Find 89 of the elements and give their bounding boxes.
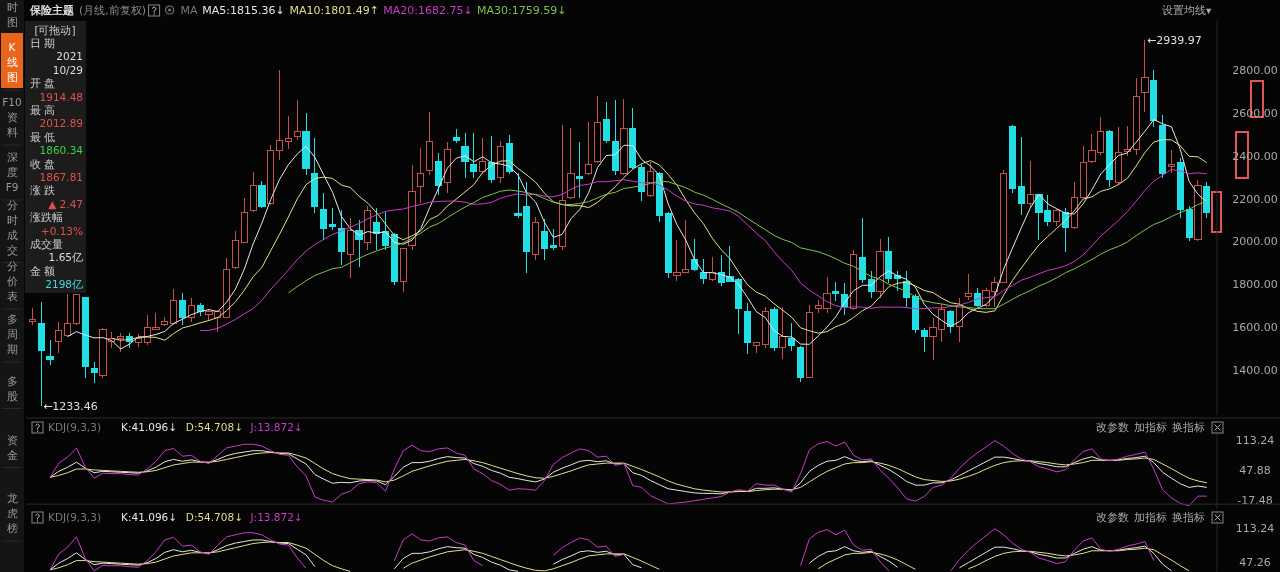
text: 分时成交 [6,198,18,256]
candlestick [567,127,575,200]
text: K:41.096↓ [121,511,178,523]
text: K:41.096↓ [121,421,178,433]
text: [可拖动] [34,24,76,36]
annotation: 收 盘 [30,157,56,170]
chart-title: 保险主题 [29,4,74,17]
y-tick-label: 2000.00 [1232,235,1278,249]
y-tick-label: 1800.00 [1232,278,1278,292]
annotation: 最 低 [30,130,56,143]
y-tick-label: 113.24 [1235,521,1275,535]
candlestick [311,137,319,214]
text: D:54.708↓ [185,421,243,433]
candlestick [611,99,619,176]
y-tick-label: 2200.00 [1232,192,1278,206]
candlestick [364,205,372,251]
text: MA5:1815.36↓ [202,4,285,17]
annotation: ←1233.46 [43,399,98,413]
annotation: 涨 跌 [30,184,56,197]
line-series [199,168,1208,332]
y-tick-label: 2800.00 [1232,63,1278,77]
text: D:54.708↓ [185,511,243,523]
candlestick [302,112,310,176]
annotation: ←2939.97 [1146,33,1202,47]
text: 多周期 [6,313,18,355]
line-series [49,440,1208,507]
series-label: J:13.872↓ [249,421,303,433]
text: 时图 [6,0,18,28]
annotation: 2198亿 [45,278,83,291]
annotation: 最 高 [30,104,56,116]
candlestick [46,339,54,366]
y-tick-label: -17.48 [1237,494,1273,507]
annotation: 1867.81 [39,171,83,183]
annotation: 改参数 [1096,511,1129,523]
annotation: +0.13% [40,224,84,237]
candlestick [293,99,301,141]
annotation: 1.65亿 [48,251,83,264]
annotation: ▲ 2.47 [48,197,83,210]
text: 多股 [6,374,18,402]
candlestick [28,307,36,326]
annotation: 加指标 [1134,421,1167,433]
candlestick [37,301,45,407]
candlestick [620,98,628,176]
candlestick [337,209,345,266]
candlestick [576,141,584,199]
y-tick-label: 47.88 [1239,464,1271,478]
candlestick [461,132,469,179]
annotation: 加指标 [1134,511,1167,523]
annotation: 金 额 [30,264,56,277]
text: 龙虎榜 [6,492,18,534]
candlestick [1141,39,1149,113]
annotation: 涨跌幅 [30,211,63,224]
annotation: 2021 [56,50,83,63]
text: 设置均线▾ [1162,4,1212,16]
legend-title: KDJ(9,3,3) [48,421,101,433]
annotation: 1914.48 [39,90,83,103]
text: 深度F9 [5,151,19,193]
candlestick [770,306,778,352]
candlestick [1194,179,1202,242]
annotation: 1860.34 [39,144,84,157]
annotation: 2012.89 [39,117,83,130]
annotation: 日 期 [30,37,56,49]
y-tick-label: 1600.00 [1232,321,1278,335]
chart-subtitle: (月线,前复权) [79,4,147,17]
candlestick [876,238,884,299]
candlestick [408,164,416,251]
series-label: J:13.872↓ [249,511,303,523]
annotation: 开 盘 [30,77,56,90]
candlestick [470,132,478,179]
y-tick-label: 47.26 [1239,555,1271,569]
text: 资金 [6,433,18,461]
y-tick-label: 1400.00 [1232,364,1278,377]
legend-title: KDJ(9,3,3) [48,511,101,523]
annotation: 换指标 [1172,421,1205,433]
text: 分价表 [5,260,18,302]
text: F10资料 [2,96,22,138]
legend-title: MA [180,4,199,17]
text: K线图 [6,41,18,83]
text: MA30:1759.59↓ [477,4,567,17]
annotation: 成交量 [30,238,63,250]
candlestick [1017,136,1025,216]
text: MA20:1682.75↓ [383,4,473,17]
annotation: 10/29 [52,63,83,76]
annotation: 改参数 [1096,421,1129,433]
candlestick [417,147,425,204]
text: MA10:1801.49↑ [289,4,379,17]
candlestick [779,306,787,360]
annotation: 换指标 [1172,511,1205,523]
y-tick-label: 113.24 [1235,434,1275,448]
